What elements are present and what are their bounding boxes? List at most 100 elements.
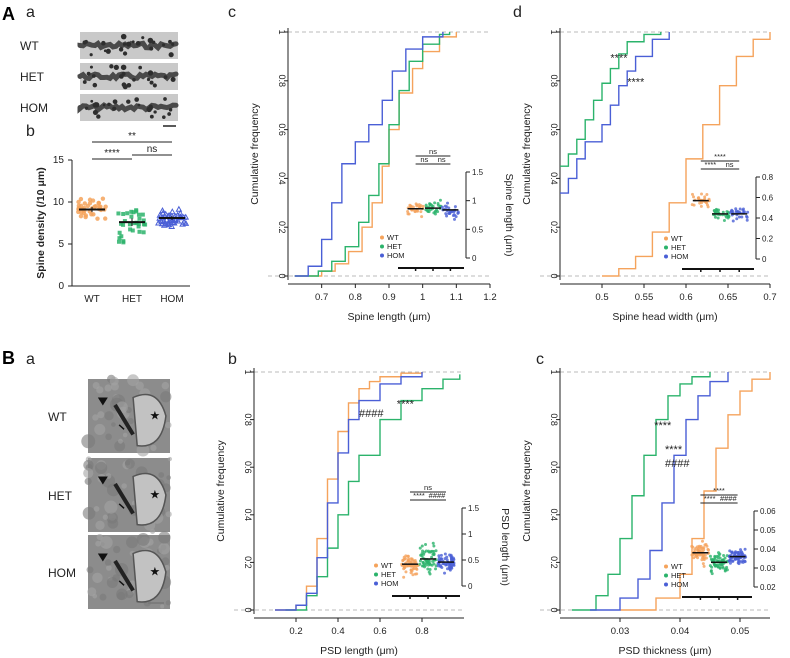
spine-dot [126, 99, 131, 104]
x-tick-label: 1.1 [450, 292, 463, 303]
y-tick-label: 0.8 [277, 75, 287, 88]
y-tick-label: 1 [277, 29, 287, 34]
data-point [162, 210, 170, 217]
inset-data-point [428, 572, 432, 576]
em-texture [127, 374, 139, 387]
inset-data-point [437, 556, 441, 560]
y-tick-label: 0.2 [243, 556, 253, 569]
inset-data-point [403, 564, 407, 568]
psd-line [113, 482, 135, 515]
spine-dot [96, 114, 101, 119]
data-point [125, 211, 130, 216]
panel-letter-A: A [2, 4, 15, 24]
row-label-wt: WT [48, 410, 67, 424]
inset-data-point [701, 553, 705, 557]
spine-dot [149, 46, 154, 51]
inset-data-point [443, 571, 447, 575]
inset-data-point [745, 215, 749, 219]
legend-marker-hom [664, 254, 668, 259]
series-line-wt [620, 372, 771, 611]
inset-data-point [704, 556, 708, 560]
em-texture [105, 433, 112, 441]
inset-data-point [702, 564, 706, 568]
inset-data-point [420, 215, 424, 219]
arrowhead-icon [97, 553, 108, 562]
inset-data-point [728, 549, 732, 553]
inset-data-point [445, 214, 449, 218]
em-texture [136, 533, 150, 546]
spine-dot [82, 40, 87, 45]
x-tick-label: 0.6 [373, 626, 386, 637]
inset-data-point [410, 569, 414, 573]
spine-dot [101, 40, 106, 46]
inset-data-point [418, 546, 422, 550]
em-texture [99, 536, 113, 549]
panel-Aa: a WT HET HOM [20, 4, 179, 127]
y-tick-label: 0.2 [549, 556, 559, 569]
y-tick-label: 0.8 [243, 413, 253, 426]
y-tick-label: 1 [549, 29, 559, 34]
data-point [143, 222, 148, 227]
inset-sig-label: ns [429, 147, 437, 156]
data-point [116, 211, 121, 216]
inset-data-point [716, 563, 720, 567]
inset-data-point [446, 201, 450, 205]
x-tick-label: 0.55 [635, 292, 654, 303]
legend-label-het: HET [671, 571, 686, 580]
inset-data-point [416, 209, 420, 213]
inset-sig-label: ns [726, 160, 734, 169]
star-icon: ★ [150, 488, 161, 502]
inset-data-point [730, 551, 734, 555]
inset-data-point [709, 569, 713, 573]
y-tick-label: 0 [243, 607, 253, 612]
spine-dot [92, 109, 99, 115]
data-point [116, 239, 121, 244]
inset-data-point [705, 193, 709, 197]
inset-data-point [418, 205, 422, 209]
arrowhead-icon [97, 397, 108, 406]
x-tick-label: 0.65 [719, 292, 738, 303]
inset-data-point [430, 555, 434, 559]
panel-Ba: a WT ★ HET ★ HOM ★ [26, 351, 173, 609]
x-tick-label: 0.9 [382, 292, 395, 303]
spine-dot [146, 77, 151, 82]
inset-data-point [449, 564, 453, 568]
y-tick-label: 10 [53, 197, 65, 208]
x-tick-label: HOM [160, 294, 183, 305]
spine-dot [132, 77, 136, 82]
inset-data-point [406, 554, 410, 558]
spine-dot [89, 65, 93, 69]
x-tick-label: 0.5 [595, 292, 608, 303]
inset-data-point [440, 205, 444, 209]
inset-data-point [444, 563, 448, 567]
series-line-het [294, 32, 451, 277]
spine-dot [90, 99, 94, 103]
psd-line [113, 559, 135, 592]
spine-dot [94, 102, 100, 108]
annotation-label: **** [654, 420, 672, 432]
inset-data-point [448, 567, 452, 571]
x-tick-label: WT [84, 294, 100, 305]
y-tick-label: 5 [58, 239, 64, 250]
data-point [137, 229, 142, 234]
inset-data-point [726, 210, 730, 214]
legend-label-wt: WT [387, 233, 399, 242]
x-tick-label: 0.8 [349, 292, 362, 303]
y-tick-label: 0 [58, 281, 64, 292]
legend-label-wt: WT [671, 234, 683, 243]
inset-data-point [734, 207, 738, 211]
inset-data-point [692, 203, 696, 207]
inset-data-point [741, 560, 745, 564]
inset-data-point [712, 563, 716, 567]
row-label-het: HET [48, 489, 73, 503]
spine-dot [126, 41, 132, 47]
data-point [91, 212, 96, 217]
inset-data-point [439, 553, 443, 557]
spine-dot [149, 114, 154, 119]
spine-dot [89, 53, 93, 57]
data-point [103, 216, 108, 221]
legend-label-hom: HOM [671, 252, 689, 261]
annotation-label: #### [665, 458, 690, 470]
inset-data-point [716, 216, 720, 220]
